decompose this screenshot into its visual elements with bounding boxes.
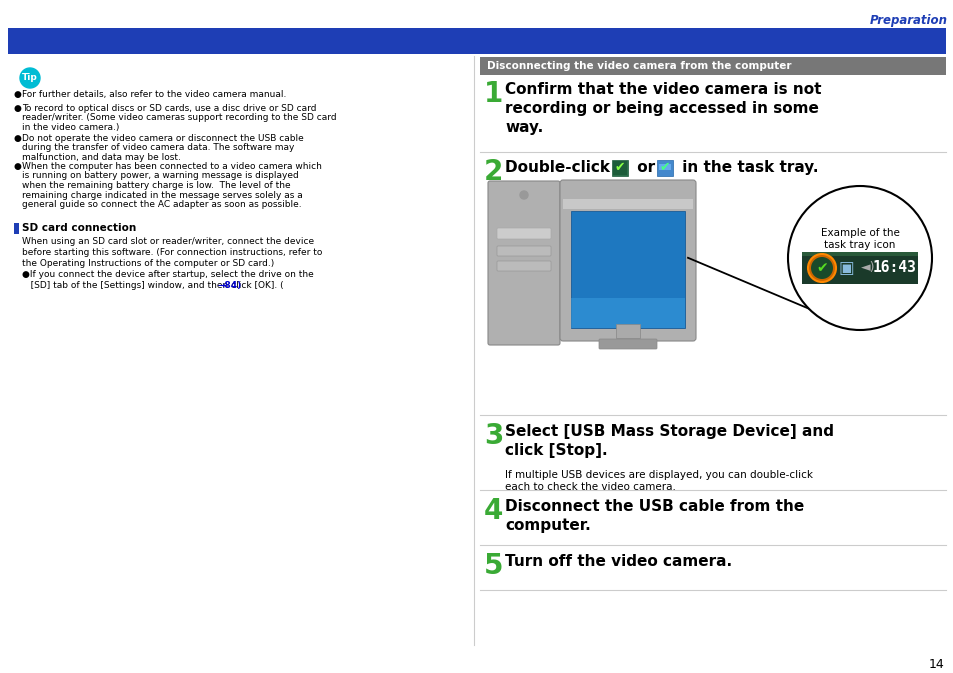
Text: Disconnect the USB cable from the
computer.: Disconnect the USB cable from the comput… bbox=[504, 499, 803, 533]
Text: in the video camera.): in the video camera.) bbox=[22, 123, 119, 132]
Text: remaining charge indicated in the message serves solely as a: remaining charge indicated in the messag… bbox=[22, 190, 302, 199]
Bar bbox=[479, 57, 945, 75]
Bar bbox=[571, 298, 684, 328]
Bar bbox=[616, 324, 639, 338]
Text: ✔: ✔ bbox=[614, 162, 624, 174]
Text: SD card connection: SD card connection bbox=[22, 223, 136, 233]
Text: is running on battery power, a warning message is displayed: is running on battery power, a warning m… bbox=[22, 172, 298, 180]
Text: 5: 5 bbox=[483, 552, 503, 580]
Bar bbox=[612, 160, 627, 176]
Text: reader/writer. (Some video cameras support recording to the SD card: reader/writer. (Some video cameras suppo… bbox=[22, 114, 336, 122]
Text: ●If you connect the device after startup, select the drive on the: ●If you connect the device after startup… bbox=[22, 270, 314, 279]
Bar bbox=[571, 211, 684, 328]
Text: →84): →84) bbox=[218, 281, 242, 290]
Bar bbox=[801, 252, 917, 256]
Text: 16:43: 16:43 bbox=[872, 260, 916, 275]
Text: Turn off the video camera.: Turn off the video camera. bbox=[504, 554, 731, 569]
Text: ▣: ▣ bbox=[838, 259, 853, 277]
Text: ●: ● bbox=[14, 162, 22, 171]
Text: ●: ● bbox=[14, 90, 22, 99]
Text: Select [USB Mass Storage Device] and
click [Stop].: Select [USB Mass Storage Device] and cli… bbox=[504, 424, 833, 458]
Text: When the computer has been connected to a video camera which: When the computer has been connected to … bbox=[22, 162, 321, 171]
Text: 4: 4 bbox=[483, 497, 503, 525]
Bar bbox=[657, 160, 672, 176]
Text: For further details, also refer to the video camera manual.: For further details, also refer to the v… bbox=[22, 90, 286, 99]
Text: 1: 1 bbox=[483, 80, 503, 108]
Bar bbox=[562, 199, 692, 209]
Text: general guide so connect the AC adapter as soon as possible.: general guide so connect the AC adapter … bbox=[22, 200, 301, 209]
FancyBboxPatch shape bbox=[497, 228, 551, 239]
FancyBboxPatch shape bbox=[488, 181, 559, 345]
Bar bbox=[8, 28, 945, 54]
Text: Connect the video camera to a computer: Connect the video camera to a computer bbox=[18, 59, 355, 75]
Text: Confirm that the video camera is not
recording or being accessed in some
way.: Confirm that the video camera is not rec… bbox=[504, 82, 821, 135]
Text: the Operating Instructions of the computer or SD card.): the Operating Instructions of the comput… bbox=[22, 259, 274, 268]
Bar bbox=[613, 161, 626, 175]
Text: ●: ● bbox=[14, 134, 22, 143]
Bar bbox=[801, 252, 917, 284]
FancyBboxPatch shape bbox=[559, 180, 696, 341]
Circle shape bbox=[810, 257, 832, 279]
Text: 14: 14 bbox=[927, 658, 943, 671]
Text: [SD] tab of the [Settings] window, and then click [OK]. (: [SD] tab of the [Settings] window, and t… bbox=[22, 281, 283, 290]
Text: 3: 3 bbox=[483, 422, 503, 450]
Text: when the remaining battery charge is low.  The level of the: when the remaining battery charge is low… bbox=[22, 181, 291, 190]
Text: When using an SD card slot or reader/writer, connect the device: When using an SD card slot or reader/wri… bbox=[22, 237, 314, 246]
Text: Double-click: Double-click bbox=[504, 160, 615, 175]
Text: 2: 2 bbox=[483, 158, 503, 186]
Text: during the transfer of video camera data. The software may: during the transfer of video camera data… bbox=[22, 143, 294, 153]
Text: Disconnecting the video camera from the computer: Disconnecting the video camera from the … bbox=[486, 61, 791, 71]
Bar bbox=[14, 223, 19, 234]
Text: in the task tray.: in the task tray. bbox=[677, 160, 818, 175]
FancyBboxPatch shape bbox=[598, 339, 657, 349]
Text: Example of the
task tray icon: Example of the task tray icon bbox=[820, 228, 899, 250]
FancyBboxPatch shape bbox=[497, 246, 551, 256]
Text: or: or bbox=[631, 160, 659, 175]
Text: Tip: Tip bbox=[22, 73, 38, 83]
Text: ●: ● bbox=[14, 104, 22, 113]
FancyBboxPatch shape bbox=[497, 261, 551, 271]
Text: malfunction, and data may be lost.: malfunction, and data may be lost. bbox=[22, 153, 181, 162]
Bar bbox=[659, 164, 670, 170]
Text: Preparation: Preparation bbox=[869, 14, 947, 27]
Text: ✔: ✔ bbox=[816, 261, 827, 275]
Circle shape bbox=[519, 191, 527, 199]
Text: If multiple USB devices are displayed, you can double-click
each to check the vi: If multiple USB devices are displayed, y… bbox=[504, 470, 812, 493]
Circle shape bbox=[787, 186, 931, 330]
Circle shape bbox=[20, 68, 40, 88]
Text: Do not operate the video camera or disconnect the USB cable: Do not operate the video camera or disco… bbox=[22, 134, 303, 143]
Text: To record to optical discs or SD cards, use a disc drive or SD card: To record to optical discs or SD cards, … bbox=[22, 104, 316, 113]
Text: before starting this software. (For connection instructions, refer to: before starting this software. (For conn… bbox=[22, 248, 322, 257]
Text: ◄): ◄) bbox=[860, 262, 874, 275]
Text: ✔: ✔ bbox=[659, 162, 670, 174]
Circle shape bbox=[807, 254, 835, 282]
